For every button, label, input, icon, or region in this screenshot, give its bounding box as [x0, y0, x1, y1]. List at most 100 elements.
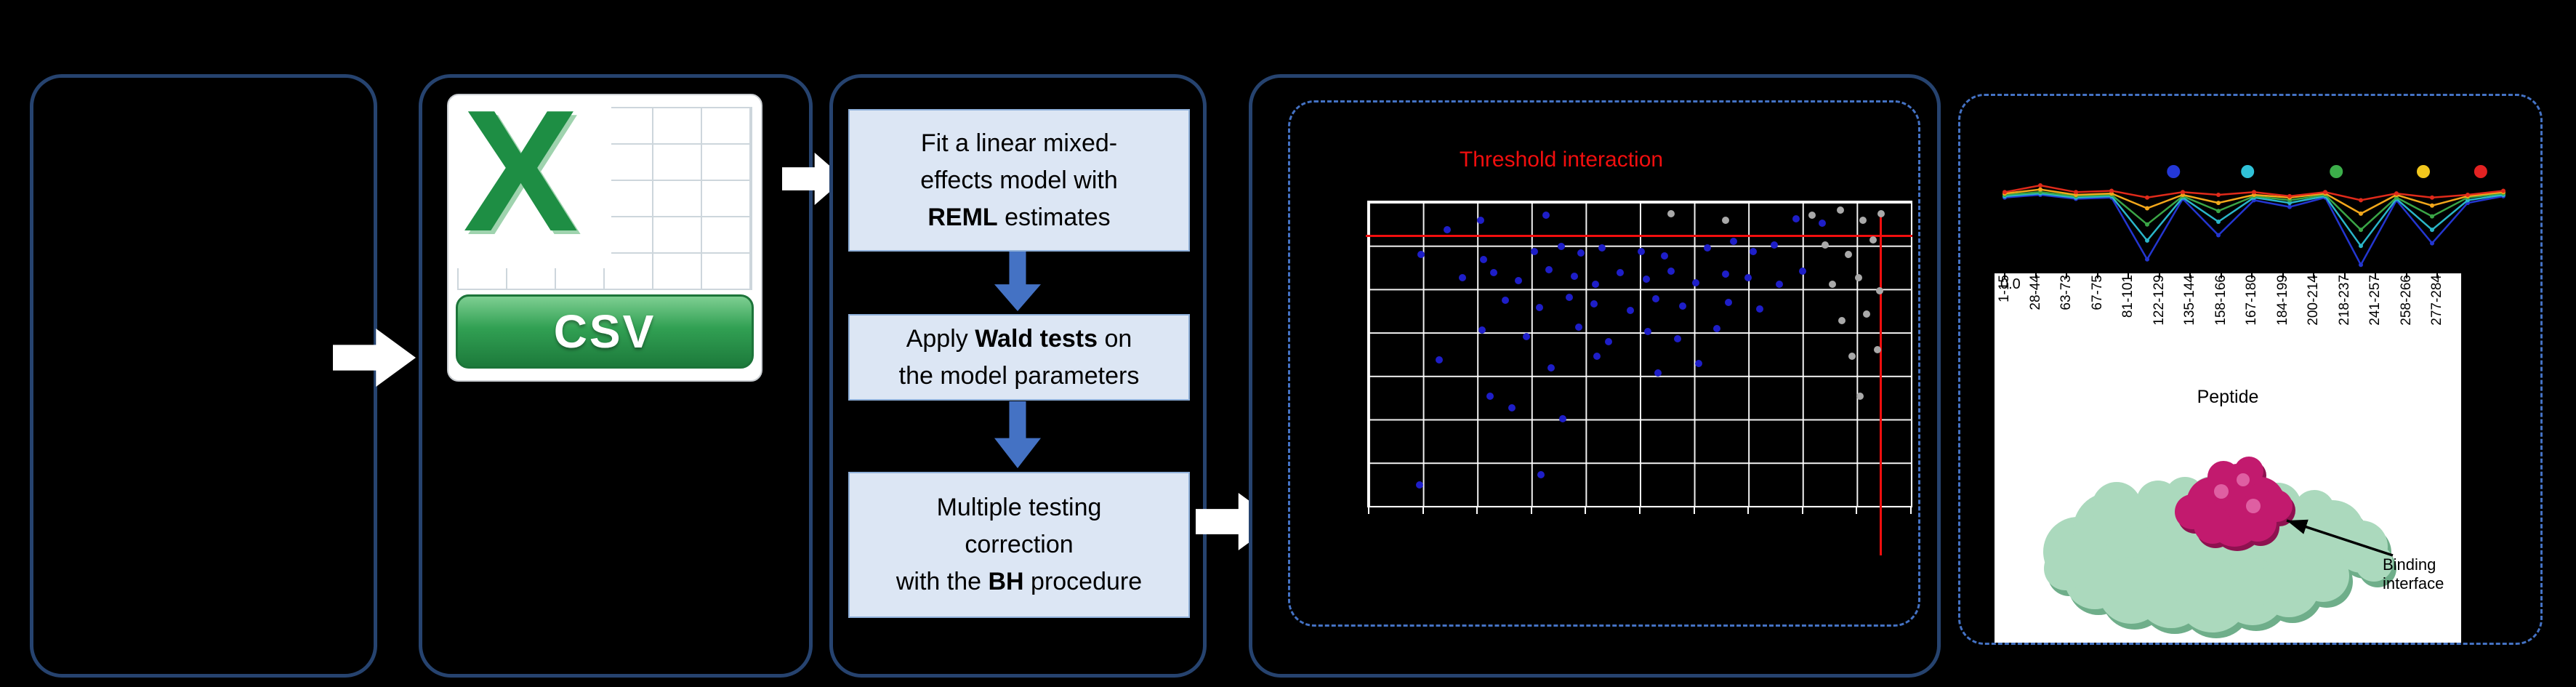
line-marker — [2430, 195, 2434, 200]
binding-patch-highlight — [2237, 473, 2250, 486]
line-marker — [2074, 190, 2078, 195]
axis-tick — [1910, 507, 1912, 514]
line-marker — [2038, 187, 2042, 192]
scatter-point — [1828, 280, 1836, 288]
scatter-point — [1869, 236, 1877, 244]
scatter-point — [1642, 276, 1650, 284]
axis-tick — [1693, 507, 1695, 514]
line-marker — [2003, 190, 2007, 195]
scatter-point — [1721, 270, 1729, 278]
peptide-label: 135-144 — [2182, 275, 2197, 326]
line-marker — [2216, 220, 2221, 224]
scatter-point — [1570, 272, 1578, 280]
line-marker — [2501, 188, 2505, 193]
scatter-point — [1476, 216, 1484, 224]
line-marker — [2323, 190, 2327, 195]
axis-tick — [2096, 273, 2098, 278]
scatter-point — [1617, 268, 1625, 276]
binding-interface-arrow-icon — [2286, 519, 2394, 557]
axis-tick — [2066, 273, 2067, 278]
scatter-point — [1691, 278, 1699, 286]
scatter-point — [1489, 268, 1497, 276]
line-marker — [2359, 244, 2363, 249]
scatter-point — [1845, 251, 1853, 259]
line-marker — [2359, 211, 2363, 216]
panel-empty — [30, 74, 377, 678]
panel-statistical-workflow: Fit a linear mixed- effects model with R… — [829, 74, 1207, 678]
scatter-point — [1660, 252, 1668, 260]
scatter-point — [1577, 249, 1585, 257]
line-marker — [2145, 206, 2149, 211]
line-marker — [2145, 238, 2149, 243]
peptide-label: 63-73 — [2058, 275, 2074, 310]
peptide-label: 167-180 — [2244, 275, 2259, 326]
threshold-state-line — [1879, 214, 1882, 555]
step-box-wald: Apply Wald tests on the model parameters — [848, 314, 1190, 401]
scatter-point — [1547, 364, 1555, 372]
binding-patch — [2261, 490, 2293, 522]
line-marker — [2216, 209, 2221, 214]
line-marker — [2216, 193, 2221, 197]
line-marker — [2145, 222, 2149, 227]
uptake-line-chart — [2003, 165, 2505, 268]
scatter-point — [1537, 470, 1545, 478]
scatter-point — [1590, 300, 1598, 308]
binding-patch — [2175, 494, 2210, 529]
binding-interface-label: Binding interface — [2383, 555, 2444, 592]
down-arrow-1-icon — [994, 252, 1041, 311]
axis-tick — [2128, 273, 2129, 278]
line-marker — [2287, 204, 2292, 209]
line-marker — [2252, 190, 2256, 195]
scatter-point — [1535, 303, 1543, 311]
y-axis-tick-label: 0.0 — [2000, 276, 2021, 292]
scatter-point — [1417, 251, 1425, 259]
scatter-point — [1501, 297, 1509, 305]
scatter-point — [1531, 247, 1539, 255]
line-marker — [2359, 228, 2363, 233]
peptide-label: 122-129 — [2151, 275, 2167, 326]
scatter-point — [1848, 353, 1856, 361]
axis-tick — [2251, 273, 2253, 278]
peptide-label: 81-101 — [2120, 275, 2136, 318]
protein-blob — [2297, 550, 2349, 602]
scatter-point — [1856, 392, 1864, 400]
scatter-point — [1744, 274, 1752, 282]
scatter-point — [1598, 244, 1606, 252]
scatter-point — [1674, 334, 1682, 342]
peptide-axis-panel: 0.0 1-15 28-44 63-73 67-75 81-101 122-129 135-… — [1995, 273, 2461, 643]
scatter-point — [1486, 392, 1494, 400]
scatter-point — [1837, 206, 1845, 214]
scatter-point — [1478, 326, 1486, 334]
panel-peptide-results: 0.0 1-15 28-44 63-73 67-75 81-101 122-129 135-… — [1958, 94, 2543, 645]
scatter-point — [1652, 295, 1660, 303]
scatter-point — [1798, 267, 1806, 275]
peptide-label: 241-257 — [2367, 275, 2383, 326]
line-marker — [2109, 188, 2114, 193]
scatter-point — [1559, 415, 1567, 423]
peptide-label: 184-199 — [2274, 275, 2290, 326]
scatter-point — [1721, 216, 1729, 224]
scatter-point — [1854, 274, 1862, 282]
scatter-point — [1730, 238, 1738, 246]
scatter-point — [1545, 265, 1553, 273]
line-marker — [2216, 201, 2221, 206]
scatter-point — [1508, 403, 1516, 411]
binding-patch-highlight — [2214, 484, 2229, 499]
binding-patch-highlight — [2246, 499, 2261, 513]
axis-tick — [1530, 507, 1532, 514]
scatter-point — [1678, 302, 1686, 310]
axis-tick — [2343, 273, 2346, 278]
axis-tick — [1639, 507, 1641, 514]
line-marker — [2466, 193, 2470, 197]
step-text-reml: Fit a linear mixed- effects model with R… — [920, 129, 1118, 231]
scatter-point — [1755, 305, 1763, 313]
csv-banner: CSV — [456, 294, 754, 369]
axis-tick — [1856, 507, 1858, 514]
scatter-point — [1542, 211, 1550, 219]
scatter-point — [1626, 307, 1634, 315]
scatter-point — [1771, 241, 1778, 249]
axis-tick — [1747, 507, 1750, 514]
scatter-point — [1480, 256, 1488, 263]
peptide-label: 218-237 — [2336, 275, 2352, 326]
